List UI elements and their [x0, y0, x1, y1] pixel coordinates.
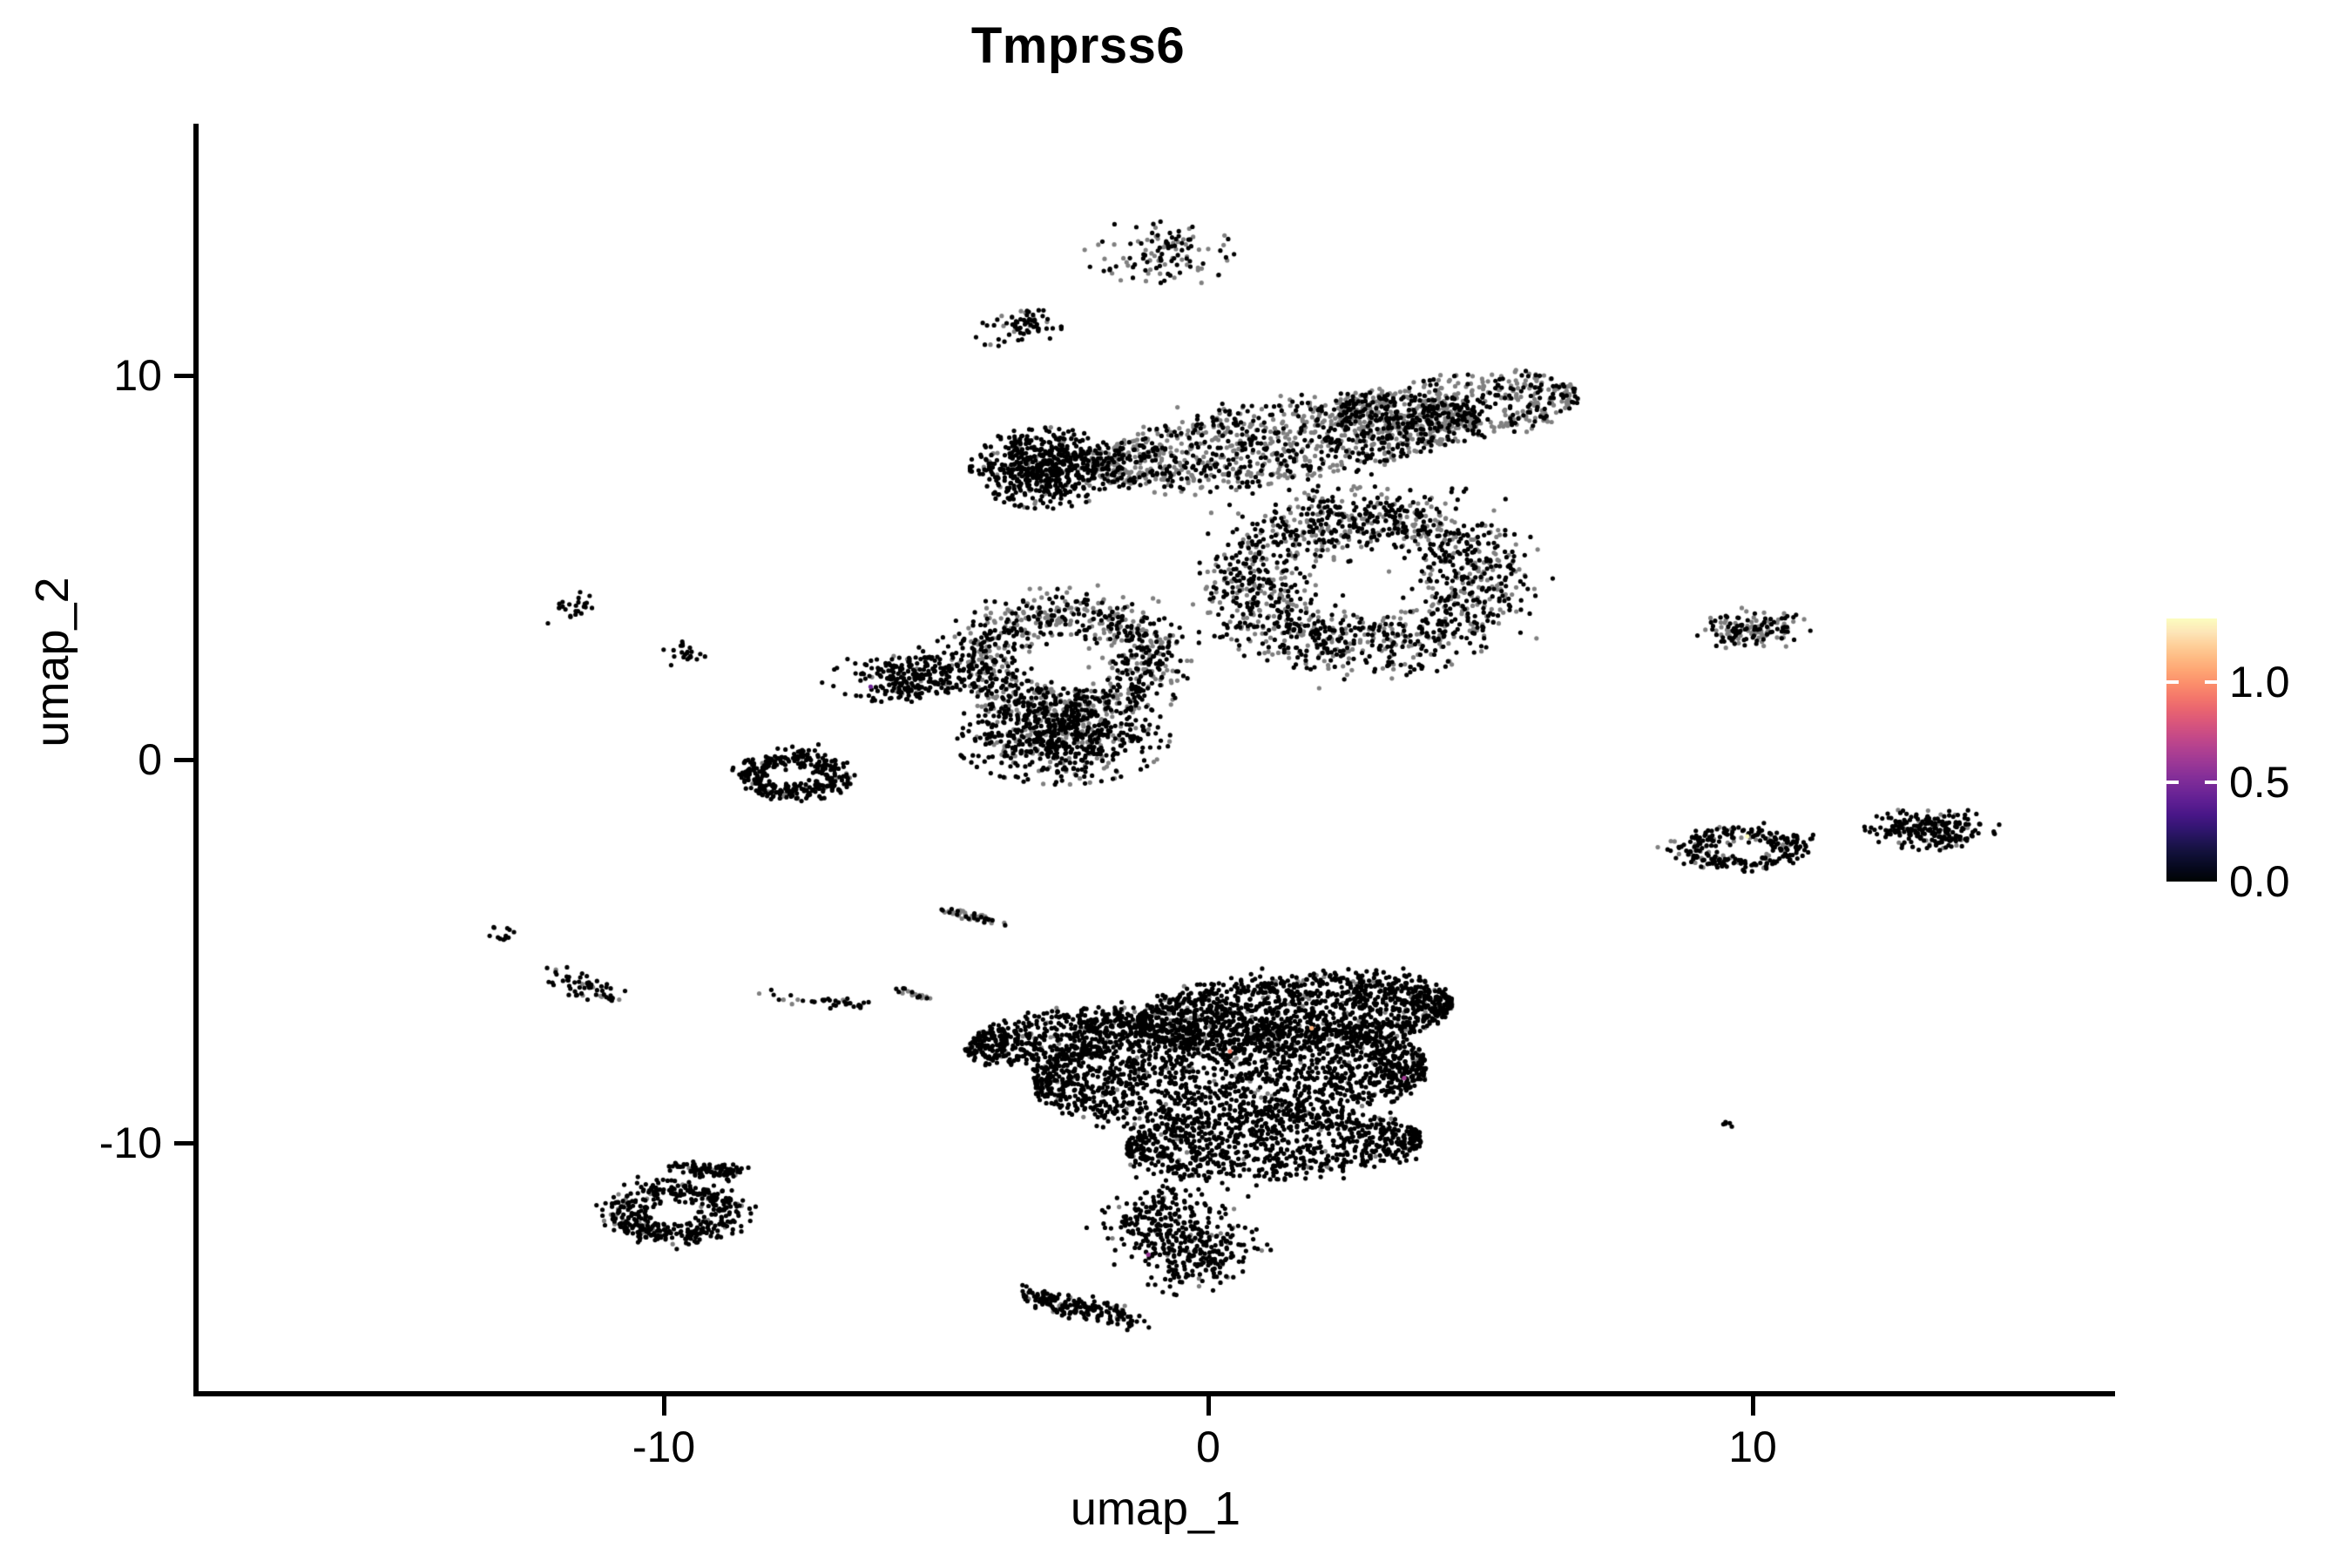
y-tick-mark [174, 758, 193, 762]
x-axis-line [193, 1391, 2115, 1396]
y-tick-label: 10 [113, 351, 162, 400]
y-axis-title: umap_2 [26, 577, 78, 747]
y-tick-label: 0 [138, 735, 162, 784]
colorbar-tick-mark [2166, 680, 2179, 685]
y-axis-line [193, 124, 199, 1396]
x-tick-mark [1206, 1396, 1211, 1416]
colorbar-gradient [2166, 618, 2217, 882]
page-title: Tmprss6 [970, 17, 1186, 74]
scatter-points-layer [196, 124, 2115, 1394]
colorbar-tick-mark [2166, 780, 2179, 784]
colorbar-tick-mark [2205, 680, 2217, 685]
colorbar-tick-mark [2205, 780, 2217, 784]
x-tick-mark [662, 1396, 666, 1416]
plot-panel [196, 124, 2115, 1394]
colorbar-legend: 1.0 0.5 0.0 [2166, 618, 2332, 906]
x-tick-label: 0 [1196, 1423, 1220, 1471]
colorbar-label: 0.5 [2229, 757, 2290, 807]
x-tick-label: -10 [632, 1423, 696, 1471]
colorbar-label: 1.0 [2229, 658, 2290, 707]
x-axis-title: umap_1 [1070, 1483, 1241, 1535]
x-tick-mark [1751, 1396, 1755, 1416]
colorbar-label: 0.0 [2229, 857, 2290, 906]
x-tick-label: 10 [1728, 1423, 1777, 1471]
y-axis-title-wrapper: umap_2 [0, 287, 105, 1037]
y-tick-mark [174, 1141, 193, 1146]
y-tick-label: -10 [98, 1119, 162, 1167]
y-tick-mark [174, 374, 193, 378]
